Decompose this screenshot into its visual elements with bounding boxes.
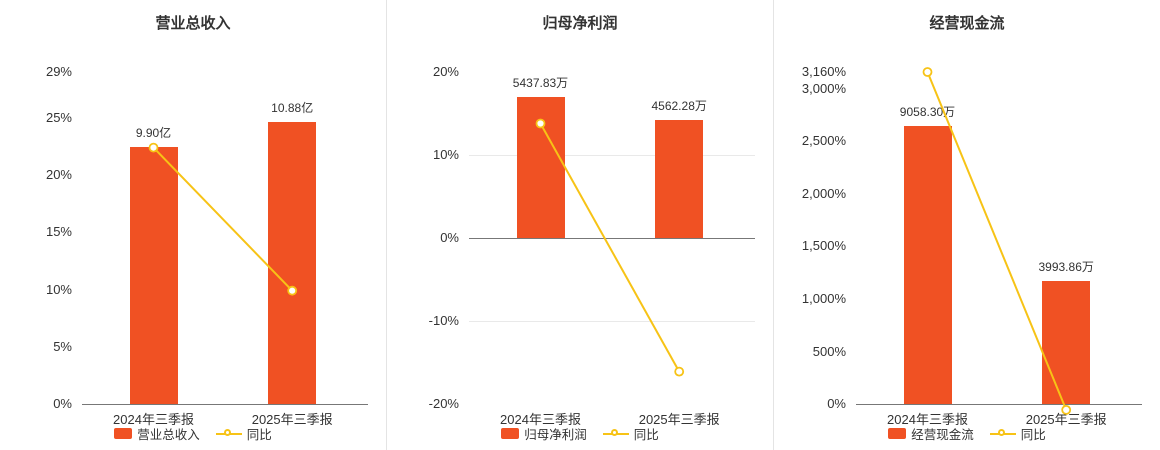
legend-item-bar[interactable]: 营业总收入: [114, 424, 200, 443]
legend-item-line[interactable]: 同比: [602, 424, 659, 443]
y-axis-tick: -20%: [428, 396, 459, 411]
line-marker-icon: [989, 428, 1016, 440]
gridline: [469, 321, 755, 322]
y-axis-tick: 0%: [53, 396, 72, 411]
plot-area: 0% 500% 1,000% 1,500% 2,000% 2,500% 3,000% 3,16…: [774, 0, 1160, 450]
bar-1[interactable]: [129, 147, 178, 404]
legend-item-line[interactable]: 同比: [215, 424, 272, 443]
yoy-line-point-2[interactable]: [674, 366, 685, 377]
x-axis-label: 2025年三季报: [638, 412, 720, 427]
legend-bar-label: 经营现金流: [911, 428, 974, 442]
y-axis-tick: 0%: [827, 396, 846, 411]
plot-area: 0% 5% 10% 15% 20% 25% 29% 9.90亿 2024年三季报 10.88亿 20…: [0, 0, 386, 450]
y-axis-tick: 1,500%: [801, 238, 846, 254]
legend-line-label: 同比: [246, 428, 272, 442]
y-axis-tick: 2,000%: [801, 185, 846, 201]
bar-swatch-icon: [114, 428, 133, 439]
y-axis-tick: 29%: [45, 64, 72, 79]
y-axis-tick: 15%: [45, 224, 72, 240]
y-axis-tick: -10%: [428, 313, 459, 328]
chart-panel-net-profit: 归母净利润 -20% -10% 0% 10% 20% 5437.83万 2024年三季报 45…: [386, 0, 773, 450]
x-axis-label: 2024年三季报: [113, 412, 194, 427]
yoy-line-point-2[interactable]: [287, 285, 298, 296]
y-axis-tick: 5%: [53, 338, 72, 354]
gridline: [469, 155, 755, 156]
x-axis-label: 2024年三季报: [887, 412, 968, 427]
yoy-line-layer: [148, 142, 298, 296]
legend-bar-label: 归母净利润: [524, 428, 587, 442]
bar-2[interactable]: [1042, 281, 1091, 404]
bar-value-label: 3993.86万: [1038, 260, 1094, 275]
y-axis-tick: 10%: [432, 147, 459, 162]
legend: 经营现金流 同比: [774, 424, 1160, 443]
bar-1[interactable]: [903, 125, 952, 404]
line-marker-icon: [602, 428, 629, 440]
yoy-line-point-1[interactable]: [922, 67, 933, 77]
y-axis-tick: 2,500%: [801, 133, 846, 149]
bar-2[interactable]: [268, 121, 317, 404]
chart-title: 归母净利润: [542, 15, 618, 32]
x-axis-label: 2024年三季报: [500, 412, 581, 427]
x-axis-line: [82, 404, 368, 405]
legend: 归母净利润 同比: [387, 424, 773, 443]
chart-title: 营业总收入: [155, 15, 231, 32]
x-axis-line: [469, 238, 755, 239]
legend-item-bar[interactable]: 经营现金流: [888, 424, 974, 443]
legend-bar-label: 营业总收入: [137, 428, 200, 442]
y-axis-tick: 10%: [45, 281, 72, 297]
x-axis-line: [856, 404, 1142, 405]
yoy-line-point-1[interactable]: [148, 142, 159, 153]
legend-item-bar[interactable]: 归母净利润: [501, 424, 587, 443]
yoy-line-point-1[interactable]: [535, 118, 546, 129]
chart-title: 经营现金流: [929, 15, 1005, 32]
yoy-line: [152, 146, 293, 292]
yoy-line: [539, 123, 681, 373]
y-axis-tick: 20%: [432, 64, 459, 79]
bar-swatch-icon: [888, 428, 907, 439]
legend: 营业总收入 同比: [0, 424, 386, 443]
y-axis-tick: 3,000%: [801, 80, 846, 96]
legend-line-label: 同比: [633, 428, 659, 442]
yoy-line-layer: [922, 67, 1072, 415]
bar-value-label: 9.90亿: [135, 126, 172, 141]
y-axis-tick: 0%: [440, 230, 459, 245]
bar-2[interactable]: [655, 119, 704, 238]
chart-panel-revenue: 营业总收入 0% 5% 10% 15% 20% 25% 29% 9.90亿 2024年三季报 10…: [0, 0, 386, 450]
x-axis-label: 2025年三季报: [1025, 412, 1107, 427]
y-axis-tick: 25%: [45, 109, 72, 125]
legend-line-label: 同比: [1020, 428, 1046, 442]
y-axis-tick: 3,160%: [801, 64, 846, 79]
bar-value-label: 5437.83万: [512, 76, 569, 90]
yoy-line-point-2[interactable]: [1061, 404, 1072, 415]
chart-panel-cash-flow: 经营现金流 0% 500% 1,000% 1,500% 2,000% 2,500% 3,00…: [773, 0, 1160, 450]
bar-value-label: 10.88亿: [271, 100, 314, 115]
y-axis-tick: 500%: [812, 343, 846, 359]
legend-item-line[interactable]: 同比: [989, 424, 1046, 443]
line-marker-icon: [215, 428, 242, 440]
yoy-line-layer: [535, 118, 685, 377]
yoy-line: [926, 71, 1068, 411]
x-axis-label: 2025年三季报: [251, 412, 333, 427]
bar-swatch-icon: [501, 428, 520, 439]
plot-area: -20% -10% 0% 10% 20% 5437.83万 2024年三季报 4562.28万…: [387, 0, 773, 450]
bar-value-label: 4562.28万: [651, 98, 707, 113]
y-axis-tick: 20%: [45, 167, 72, 182]
y-axis-tick: 1,000%: [801, 290, 846, 306]
